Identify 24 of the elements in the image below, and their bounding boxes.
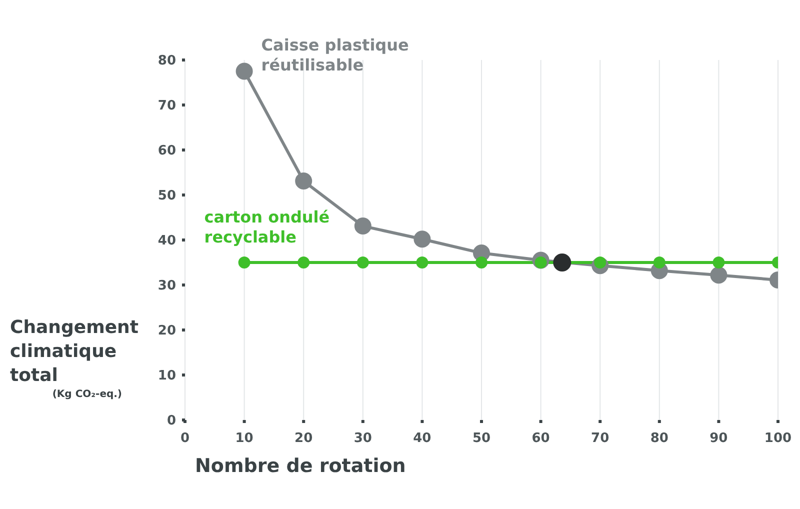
x-tick-label: 100 bbox=[764, 431, 792, 446]
y-tick-label: 10 bbox=[158, 368, 176, 384]
y-tick-label: 0 bbox=[166, 414, 176, 429]
x-tick-label: 90 bbox=[710, 431, 728, 446]
x-tick-label: 50 bbox=[472, 431, 491, 446]
x-tick-label: 30 bbox=[354, 431, 372, 446]
x-tick-label: 70 bbox=[591, 431, 610, 446]
x-axis-title: Nombre de rotation bbox=[195, 455, 406, 477]
y-tick-label: 80 bbox=[158, 54, 176, 69]
y-tick-label: 20 bbox=[158, 324, 176, 339]
x-tick-label: 40 bbox=[413, 431, 432, 446]
x-tick-label: 20 bbox=[294, 431, 313, 446]
x-tick-label: 80 bbox=[650, 431, 668, 446]
y-tick-label: 30 bbox=[158, 278, 176, 294]
y-tick-label: 60 bbox=[158, 144, 176, 159]
series-label: carton ondulé recyclable bbox=[204, 208, 330, 246]
y-axis-title: Changement climatique total (Kg CO₂-eq.) bbox=[10, 317, 138, 402]
y-tick-label: 40 bbox=[158, 234, 176, 249]
x-tick-label: 60 bbox=[532, 431, 550, 446]
y-tick-label: 50 bbox=[158, 188, 176, 204]
x-tick-label: 0 bbox=[180, 431, 190, 446]
y-tick-label: 70 bbox=[158, 98, 176, 114]
x-tick-label: 10 bbox=[235, 431, 254, 446]
series-label: Caisse plastique réutilisable bbox=[261, 35, 410, 74]
